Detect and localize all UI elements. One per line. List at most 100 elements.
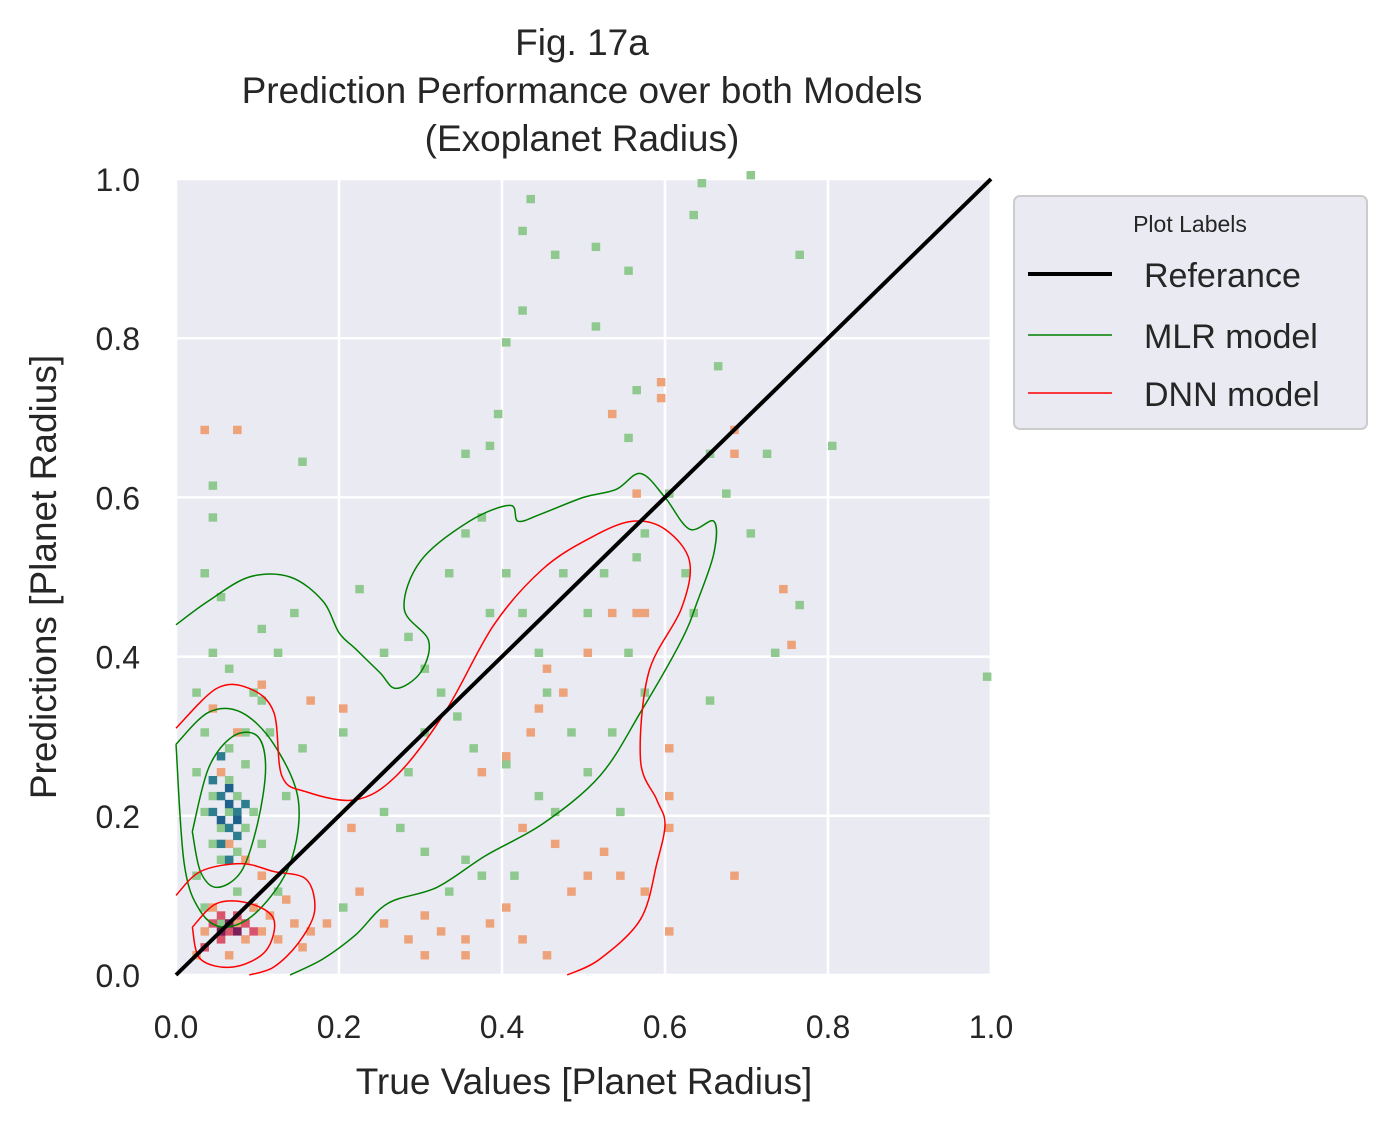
dnn-hist-dense-cell-4 xyxy=(241,919,250,928)
dnn-hist-cell-65 xyxy=(607,409,617,419)
dnn-hist-cell-28 xyxy=(355,887,364,896)
dnn-hist-cell-23 xyxy=(257,680,267,689)
mlr-hist-cell-37 xyxy=(461,529,470,538)
title-line-2: Prediction Performance over both Models xyxy=(242,70,923,111)
mlr-hist-cell-43 xyxy=(542,688,552,697)
dnn-hist-cell-4 xyxy=(241,935,250,944)
mlr-hist-cell-66 xyxy=(624,266,633,275)
mlr-hist-cell-78 xyxy=(485,441,495,451)
mlr-hist-cell-16 xyxy=(273,648,283,657)
mlr-hist-cell-22 xyxy=(290,608,299,618)
legend-label-dnn-model: DNN model xyxy=(1144,376,1320,414)
mlr-hist-cell-47 xyxy=(599,569,609,578)
mlr-hist-cell-15 xyxy=(257,696,267,705)
mlr-hist-peak-cell-3 xyxy=(224,783,234,793)
x-tick-label-1: 0.2 xyxy=(317,1009,361,1045)
dnn-hist-cell-26 xyxy=(339,704,348,713)
mlr-hist-cell-60 xyxy=(770,648,780,657)
mlr-hist-cell-6 xyxy=(224,776,234,785)
dnn-hist-cell-33 xyxy=(461,935,470,944)
dnn-contour-2 xyxy=(191,900,276,969)
mlr-hist-cell-48 xyxy=(607,728,617,737)
dnn-hist-cell-48 xyxy=(534,704,544,713)
mlr-hist-cell-85 xyxy=(502,760,511,769)
dnn-hist-cell-59 xyxy=(779,584,788,594)
mlr-hist-cell-57 xyxy=(746,529,756,538)
mlr-hist-cell-95 xyxy=(444,887,454,896)
dnn-hist-cell-42 xyxy=(640,887,650,896)
mlr-hist-cell-28 xyxy=(192,871,201,880)
dnn-contour-1 xyxy=(175,862,316,976)
legend: Plot Labels Referance MLR model DNN mode… xyxy=(1013,195,1368,430)
mlr-hist-cell-61 xyxy=(828,441,837,451)
mlr-hist-cell-31 xyxy=(379,648,389,657)
mlr-hist-cell-0 xyxy=(208,839,218,849)
mlr-hist-cell-72 xyxy=(746,171,756,180)
dnn-hist-cell-36 xyxy=(518,935,527,944)
mlr-hist-cell-90 xyxy=(379,807,389,817)
mlr-hist-cell-68 xyxy=(502,338,511,347)
mlr-hist-cell-58 xyxy=(762,449,772,458)
dnn-hist-cell-8 xyxy=(249,903,258,912)
dnn-hist-cell-61 xyxy=(730,871,739,880)
x-tick-labels: 0.0 0.2 0.4 0.6 0.8 1.0 xyxy=(154,1009,1013,1045)
dnn-hist-cell-32 xyxy=(436,927,446,936)
mlr-hist-cell-3 xyxy=(233,791,242,801)
mlr-hist-cell-21 xyxy=(257,624,267,634)
mlr-hist-dense-cell-0 xyxy=(208,807,218,817)
mlr-hist-cell-75 xyxy=(632,385,641,395)
dnn-hist-cell-55 xyxy=(665,744,674,753)
y-tick-label-2: 0.4 xyxy=(96,640,140,676)
dnn-hist-cell-53 xyxy=(640,608,650,618)
mlr-hist-cell-39 xyxy=(485,608,495,618)
mlr-hist-cell-7 xyxy=(208,791,218,801)
dnn-hist-cell-41 xyxy=(616,871,625,880)
dnn-hist-cell-67 xyxy=(518,823,527,833)
dnn-hist-cell-39 xyxy=(583,871,593,880)
mlr-hist-cell-106 xyxy=(257,839,267,849)
dnn-hist-cell-45 xyxy=(502,752,511,761)
y-tick-labels: 0.0 0.2 0.4 0.6 0.8 1.0 xyxy=(96,162,140,994)
x-tick-label-0: 0.0 xyxy=(154,1009,198,1045)
mlr-hist-cell-86 xyxy=(534,791,544,801)
mlr-hist-cell-17 xyxy=(216,592,226,602)
dnn-hist-cell-37 xyxy=(542,951,552,960)
mlr-hist-cell-71 xyxy=(689,210,698,220)
dnn-hist-cell-27 xyxy=(347,823,356,833)
mlr-hist-cell-74 xyxy=(713,362,723,371)
mlr-hist-cell-83 xyxy=(453,712,462,721)
dnn-hist-cell-9 xyxy=(265,911,275,920)
mlr-hist-cell-12 xyxy=(208,648,218,657)
mlr-hist-cell-35 xyxy=(436,688,446,697)
mlr-hist-cell-42 xyxy=(534,648,544,657)
mlr-hist-cell-11 xyxy=(192,688,201,697)
dnn-hist-cell-14 xyxy=(322,919,332,928)
dnn-hist-cell-3 xyxy=(208,903,218,912)
y-tick-label-3: 0.6 xyxy=(96,480,140,516)
kde-contours xyxy=(175,472,718,976)
dnn-hist-cell-5 xyxy=(257,927,267,936)
mlr-hist-cell-63 xyxy=(518,226,527,236)
mlr-hist-cell-19 xyxy=(208,513,218,522)
mlr-hist-cell-91 xyxy=(396,823,405,833)
dnn-hist-cell-24 xyxy=(200,425,209,435)
dnn-hist-cell-56 xyxy=(665,823,674,833)
mlr-hist-cell-80 xyxy=(298,457,307,466)
dnn-hist-cell-15 xyxy=(281,895,291,904)
dnn-hist-cell-68 xyxy=(461,951,470,960)
mlr-hist-cell-96 xyxy=(477,871,487,880)
mlr-hist-cell-65 xyxy=(591,242,601,252)
dnn-hist-cell-38 xyxy=(567,887,576,896)
mlr-hist-cell-50 xyxy=(632,553,641,562)
mlr-hist-cell-25 xyxy=(298,744,307,753)
dnn-hist-cell-12 xyxy=(306,927,315,936)
mlr-hist-cell-67 xyxy=(518,306,527,315)
dnn-hist-cell-43 xyxy=(665,927,674,936)
mlr-hist-cell-108 xyxy=(200,807,209,817)
mlr-hist-dense-cell-1 xyxy=(216,791,226,801)
mlr-hist-cell-9 xyxy=(249,807,258,817)
mlr-hist-cell-45 xyxy=(567,728,576,737)
mlr-hist-cell-92 xyxy=(420,847,430,856)
title-line-1: Fig. 17a xyxy=(515,22,649,63)
